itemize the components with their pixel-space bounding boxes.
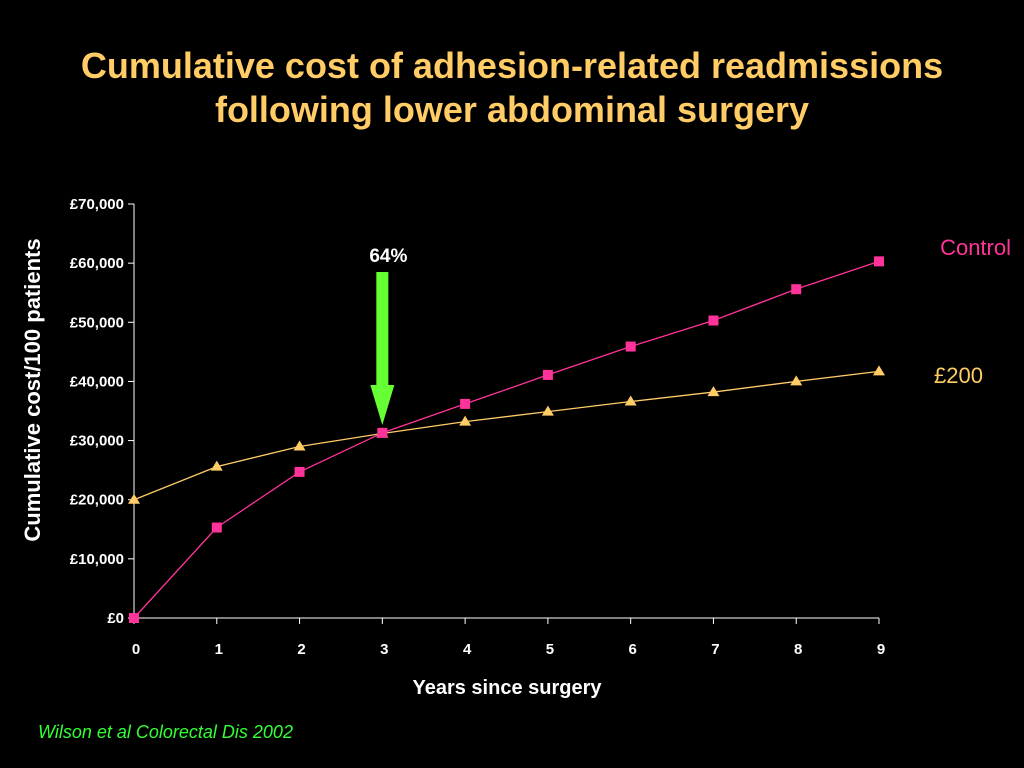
data-point-square: [874, 256, 884, 267]
y-tick-label: £30,000: [70, 433, 124, 450]
data-point-triangle: [128, 493, 140, 504]
y-axis-title: Cumulative cost/100 patients: [20, 238, 45, 541]
y-axis: £0 £10,000 £20,000 £30,000 £40,000 £50,000 £60…: [70, 196, 135, 627]
series-label-control: Control: [940, 235, 1011, 260]
x-tick-label: 5: [546, 641, 554, 658]
title-line-2: following lower abdominal surgery: [214, 89, 810, 130]
x-tick-label: 4: [463, 641, 472, 658]
x-axis-title: Years since surgery: [412, 677, 602, 699]
data-point-square: [377, 427, 388, 438]
y-tick-label: £20,000: [70, 492, 124, 509]
data-point-square: [294, 466, 305, 477]
x-tick-label: 7: [711, 641, 719, 658]
y-tick-label: £0: [107, 610, 124, 627]
data-point-triangle: [873, 365, 885, 376]
y-tick-label: £10,000: [70, 551, 124, 568]
x-tick-label: 6: [628, 641, 636, 658]
series-line: [133, 370, 880, 501]
x-tick-label: 2: [297, 641, 305, 658]
series-layer: [128, 256, 885, 623]
y-ticks: £0 £10,000 £20,000 £30,000 £40,000 £50,000 £60…: [70, 196, 134, 627]
y-tick-label: £60,000: [70, 255, 124, 272]
data-point-square: [211, 522, 222, 533]
x-tick-label: 0: [132, 641, 140, 658]
series-control: [129, 256, 884, 623]
slide-title: Cumulative cost of adhesion-related read…: [0, 44, 1024, 132]
title-line-1: Cumulative cost of adhesion-related read…: [80, 45, 944, 86]
series-label-treated: £200: [934, 363, 983, 388]
data-point-triangle: [624, 395, 637, 406]
data-point-square: [129, 613, 139, 623]
y-tick-label: £50,000: [70, 314, 124, 331]
data-point-square: [791, 284, 802, 295]
data-point-square: [625, 341, 636, 352]
x-ticks: 0 1 2 3 4 5 6 7 8 9: [132, 618, 885, 658]
data-point-triangle: [541, 405, 554, 416]
data-point-triangle: [293, 440, 306, 451]
data-point-triangle: [210, 460, 223, 471]
series-treated: [128, 365, 885, 504]
data-point-triangle: [459, 415, 472, 426]
series-line: [133, 260, 880, 619]
x-axis: 0 1 2 3 4 5 6 7 8 9: [132, 617, 885, 658]
annotation-label: 64%: [369, 246, 407, 267]
data-point-square: [542, 369, 553, 380]
down-arrow-icon: [370, 272, 395, 425]
annotation-layer: 64%: [369, 246, 407, 425]
x-tick-label: 9: [877, 641, 885, 658]
data-point-square: [460, 398, 471, 409]
x-tick-label: 8: [794, 641, 802, 658]
data-point-triangle: [707, 386, 720, 397]
y-tick-label: £40,000: [70, 373, 124, 390]
data-point-square: [708, 315, 719, 326]
y-tick-label: £70,000: [70, 196, 124, 213]
data-point-triangle: [790, 375, 803, 386]
x-tick-label: 3: [380, 641, 388, 658]
x-tick-label: 1: [215, 641, 223, 658]
citation: Wilson et al Colorectal Dis 2002: [38, 722, 293, 742]
series-labels: Control £200: [934, 235, 1011, 388]
